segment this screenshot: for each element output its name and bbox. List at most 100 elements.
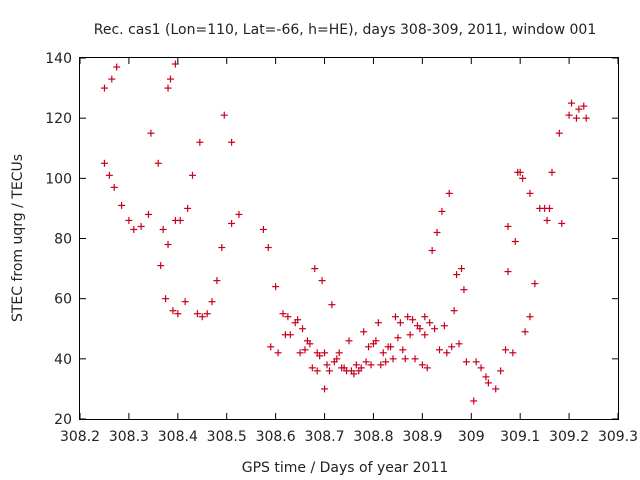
data-point (208, 298, 216, 306)
data-point (455, 340, 463, 348)
data-point (169, 307, 177, 315)
data-points (100, 60, 590, 405)
data-point (497, 367, 505, 375)
data-point (184, 204, 192, 212)
data-point (396, 319, 404, 327)
data-point (321, 349, 329, 357)
x-tick-label: 309 (458, 429, 485, 445)
data-point (572, 114, 580, 122)
data-point (137, 222, 145, 230)
data-point (325, 367, 333, 375)
data-point (516, 168, 524, 176)
x-tick-label: 309.2 (549, 429, 589, 445)
data-point (568, 99, 576, 107)
data-point (213, 277, 221, 285)
data-point (181, 298, 189, 306)
data-point (457, 265, 465, 273)
data-point (423, 364, 431, 372)
data-point (389, 355, 397, 363)
y-tick-label: 140 (45, 51, 72, 67)
data-point (113, 63, 121, 71)
data-point (470, 397, 478, 405)
x-tick-label: 308.2 (60, 429, 100, 445)
data-point (105, 171, 113, 179)
data-point (284, 313, 292, 321)
data-point (166, 75, 174, 83)
data-point (286, 331, 294, 339)
data-point (462, 358, 470, 366)
data-point (374, 319, 382, 327)
data-point (543, 216, 551, 224)
data-point (428, 247, 436, 255)
data-point (279, 310, 287, 318)
data-point (333, 355, 341, 363)
x-tick-label: 308.6 (256, 429, 296, 445)
data-point (218, 244, 226, 252)
data-point (311, 265, 319, 273)
data-point (382, 358, 390, 366)
data-point (301, 346, 309, 354)
data-point (144, 210, 152, 218)
data-point (110, 183, 118, 191)
data-point (176, 216, 184, 224)
y-axis-label: STEC from uqrg / TECUs (10, 154, 26, 322)
x-tick-label: 308.7 (304, 429, 344, 445)
x-tick-label: 308.5 (207, 429, 247, 445)
data-point (504, 268, 512, 276)
data-point (228, 219, 236, 227)
data-point (372, 337, 380, 345)
data-point (448, 343, 456, 351)
data-point (100, 84, 108, 92)
data-point (306, 340, 314, 348)
data-point (235, 210, 243, 218)
y-tick-label: 120 (45, 111, 72, 127)
data-point (267, 343, 275, 351)
data-point (228, 138, 236, 146)
data-point (511, 238, 519, 246)
x-tick-label: 309.1 (500, 429, 540, 445)
data-point (328, 301, 336, 309)
data-point (294, 316, 302, 324)
data-point (147, 129, 155, 137)
data-point (188, 171, 196, 179)
x-tick-label: 308.3 (109, 429, 149, 445)
x-tick-label: 308.4 (158, 429, 198, 445)
data-point (526, 313, 534, 321)
y-tick-label: 80 (54, 232, 72, 248)
data-point (565, 111, 573, 119)
data-point (164, 84, 172, 92)
x-tick-label: 308.8 (353, 429, 393, 445)
x-tick-label: 308.9 (402, 429, 442, 445)
data-point (220, 111, 228, 119)
y-tick-label: 40 (54, 352, 72, 368)
data-point (460, 286, 468, 294)
data-point (100, 159, 108, 167)
data-point (164, 241, 172, 249)
data-point (431, 325, 439, 333)
data-point (509, 349, 517, 357)
data-point (362, 358, 370, 366)
data-point (394, 334, 402, 342)
y-tick-label: 20 (54, 412, 72, 428)
data-point (352, 361, 360, 369)
data-point (130, 225, 138, 233)
data-point (321, 385, 329, 393)
data-point (426, 319, 434, 327)
data-point (108, 75, 116, 83)
data-point (174, 310, 182, 318)
data-point (379, 349, 387, 357)
data-point (335, 349, 343, 357)
data-point (580, 102, 588, 110)
data-point (259, 225, 267, 233)
data-point (391, 313, 399, 321)
data-point (203, 310, 211, 318)
data-point (433, 228, 441, 236)
data-point (318, 277, 326, 285)
data-point (418, 361, 426, 369)
data-point (272, 283, 280, 291)
chart-title: Rec. cas1 (Lon=110, Lat=-66, h=HE), days… (94, 22, 596, 38)
data-point (193, 310, 201, 318)
data-point (357, 364, 365, 372)
data-point (453, 271, 461, 279)
data-point (154, 159, 162, 167)
